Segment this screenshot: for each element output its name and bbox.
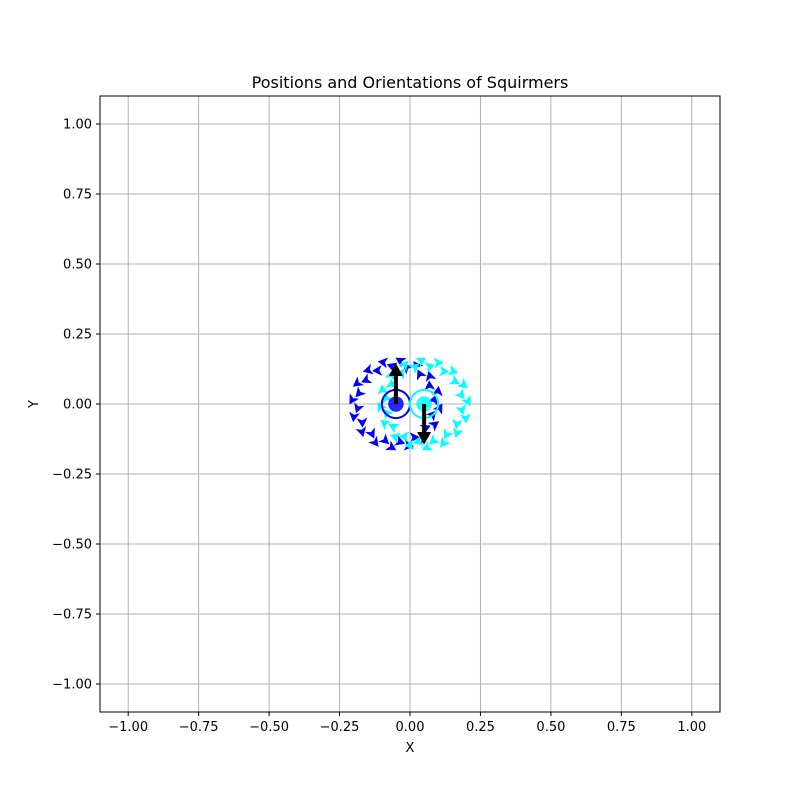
flow-arrow xyxy=(414,357,427,368)
flow-arrow xyxy=(424,362,436,373)
y-tick-label: −1.00 xyxy=(52,678,92,693)
y-tick-label: 0.50 xyxy=(63,258,92,273)
flow-arrow xyxy=(429,433,441,445)
flow-arrow xyxy=(349,393,360,405)
flow-arrow xyxy=(385,378,397,390)
flow-arrow xyxy=(454,388,465,400)
y-axis-label: Y xyxy=(27,400,42,409)
flow-arrow xyxy=(356,417,368,428)
y-tick-label: −0.25 xyxy=(52,468,92,483)
y-tick-label: 0.00 xyxy=(63,398,92,413)
x-tick-label: −0.75 xyxy=(179,720,219,735)
flow-arrow xyxy=(377,357,389,369)
flow-arrow xyxy=(349,411,360,423)
flow-arrow xyxy=(459,413,471,424)
flow-arrow xyxy=(439,365,450,377)
flow-arrow xyxy=(362,363,374,375)
flow-arrow xyxy=(378,433,390,445)
flow-arrow xyxy=(413,435,425,446)
y-tick-label: 1.00 xyxy=(63,118,92,133)
flow-arrow xyxy=(397,360,409,372)
flow-arrow xyxy=(425,370,437,382)
flow-arrow xyxy=(453,427,464,439)
flow-arrow xyxy=(377,384,389,395)
flow-arrow xyxy=(461,394,471,407)
y-tick-label: −0.75 xyxy=(52,608,92,623)
flow-arrow xyxy=(416,369,427,381)
flow-arrow xyxy=(408,363,420,375)
flow-arrow xyxy=(355,386,367,398)
x-axis-label: X xyxy=(406,741,415,756)
flow-arrow xyxy=(398,431,410,443)
flow-arrow xyxy=(409,432,420,444)
flow-arrow xyxy=(448,374,460,385)
flow-arrow xyxy=(352,376,364,387)
flow-arrow xyxy=(365,427,375,439)
flow-arrow xyxy=(451,418,463,430)
flow-arrow xyxy=(427,421,440,432)
flow-arrow xyxy=(386,362,398,373)
flow-arrow xyxy=(424,380,436,391)
flow-arrow xyxy=(427,394,438,406)
x-tick-label: −1.00 xyxy=(108,720,148,735)
ticks: −1.00 −0.75 −0.50 −0.25 0.00 0.25 0.50 0.75 1.00… xyxy=(52,118,706,736)
flow-arrow xyxy=(355,426,367,438)
flow-arrow xyxy=(439,436,451,448)
squirmers xyxy=(380,363,440,445)
x-tick-label: −0.50 xyxy=(249,720,289,735)
x-tick-label: −0.25 xyxy=(320,720,360,735)
x-tick-label: 0.50 xyxy=(536,720,565,735)
flow-arrow xyxy=(422,440,434,451)
y-tick-label: 0.75 xyxy=(63,188,92,203)
flow-arrow xyxy=(368,435,379,447)
flow-arrow xyxy=(455,403,466,415)
flow-arrow xyxy=(395,357,407,368)
flow-arrow xyxy=(372,364,383,376)
y-tick-label: −0.50 xyxy=(52,538,92,553)
flow-arrow xyxy=(456,377,468,389)
flow-arrow xyxy=(433,357,444,369)
x-tick-label: 0.25 xyxy=(466,720,495,735)
x-tick-label: 1.00 xyxy=(677,720,706,735)
chart-title: Positions and Orientations of Squirmers xyxy=(252,73,569,92)
flow-arrow xyxy=(444,428,454,440)
flow-arrow xyxy=(361,373,373,384)
flow-arrow xyxy=(385,440,397,451)
flow-arrow xyxy=(380,419,392,431)
flow-arrow xyxy=(388,423,400,434)
flow-arrow xyxy=(354,402,365,414)
x-tick-label: 0.75 xyxy=(607,720,636,735)
flow-arrow xyxy=(389,432,401,444)
flow-arrow xyxy=(404,439,415,451)
y-tick-label: 0.25 xyxy=(63,328,92,343)
flow-arrow xyxy=(383,408,394,420)
flow-arrow xyxy=(447,364,459,376)
x-tick-label: 0.00 xyxy=(396,720,425,735)
orientation-arrowhead xyxy=(417,432,432,445)
orientation-arrowhead xyxy=(388,363,403,376)
flow-arrow xyxy=(394,435,406,446)
